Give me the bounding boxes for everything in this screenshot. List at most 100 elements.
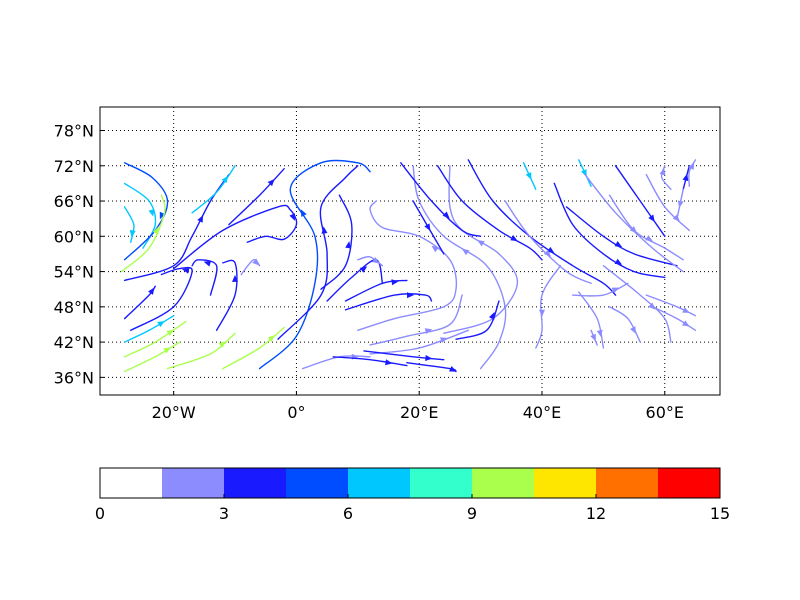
streamline-arrow [345, 241, 352, 249]
colorbar-cell [534, 468, 596, 498]
streamlines [120, 159, 697, 373]
streamline [369, 294, 463, 346]
streamline [222, 326, 285, 370]
streamline-arrow [688, 162, 695, 170]
streamline [572, 282, 629, 297]
y-tick-label: 54°N [54, 263, 94, 282]
x-tick-label: 0° [287, 403, 305, 422]
streamline-arrow [543, 249, 551, 257]
streamline-arrow [252, 258, 260, 266]
streamline-arrow [152, 226, 159, 235]
x-axis-ticks: 20°W 0° 20°E 40°E 60°E [152, 391, 684, 422]
streamline [326, 259, 384, 302]
streamline-arrow [203, 260, 212, 267]
streamline [344, 279, 408, 302]
streamline [123, 320, 187, 358]
streamline-arrow [372, 257, 380, 264]
streamline [688, 159, 697, 187]
colorbar-ticks: 0 3 6 9 12 15 [95, 494, 730, 523]
streamline-arrow [677, 200, 684, 208]
streamline-arrow [289, 213, 296, 221]
streamline-arrow [197, 215, 204, 223]
streamline [651, 306, 697, 331]
streamline-arrow [488, 312, 495, 320]
streamline [123, 315, 175, 343]
streamline-arrow [510, 235, 518, 242]
streamline-arrow [267, 335, 275, 342]
streamline [123, 341, 181, 373]
colorbar-cells [100, 468, 720, 498]
streamline [191, 165, 236, 214]
y-axis-ticks: 36°N 42°N 48°N 54°N 60°N 66°N 72°N 78°N [54, 122, 104, 387]
streamline-arrow [461, 248, 470, 256]
colorbar-cell [410, 468, 472, 498]
streamline [344, 293, 433, 311]
colorbar-cell [658, 468, 720, 498]
streamline-arrow [218, 341, 226, 348]
streamline [320, 194, 353, 290]
streamline-arrow [424, 328, 433, 334]
streamline [400, 162, 482, 237]
streamline-arrow [659, 167, 666, 176]
colorbar-tick-label: 0 [95, 504, 105, 523]
streamline [258, 159, 371, 370]
streamline-arrow [547, 246, 555, 254]
streamline [191, 259, 218, 296]
axes-frame [99, 106, 721, 396]
streamline-arrow [359, 266, 368, 273]
x-tick-label: 20°E [400, 403, 438, 422]
streamline-arrow [267, 178, 275, 187]
streamline-arrow [630, 326, 636, 334]
streamline-arrow [148, 287, 155, 295]
y-tick-label: 78°N [54, 122, 94, 141]
streamline-arrow [182, 267, 190, 274]
streamline-arrow [385, 359, 393, 366]
streamline [166, 332, 236, 370]
y-tick-label: 72°N [54, 157, 94, 176]
streamline-arrow [682, 320, 690, 327]
streamline-arrow [648, 214, 655, 222]
streamline [645, 173, 690, 232]
map-axes: 20°W 0° 20°E 40°E 60°E 36°N 42°N 48°N 54°N 60°N 6… [54, 106, 721, 422]
streamline-arrow [645, 235, 653, 242]
colorbar-tick-label: 6 [343, 504, 353, 523]
colorbar-cell [596, 468, 658, 498]
colorbar-cell [162, 468, 224, 498]
streamline-arrow [129, 229, 136, 238]
gridlines [100, 107, 720, 395]
streamline-arrow [163, 347, 171, 354]
streamline-arrow [590, 333, 596, 342]
streamline [228, 168, 285, 226]
streamline [553, 182, 666, 279]
streamline-arrow [148, 209, 155, 217]
streamline [412, 165, 507, 370]
streamline-arrow [596, 329, 603, 338]
colorbar-tick-label: 15 [710, 504, 730, 523]
colorbar-tick-label: 3 [219, 504, 229, 523]
colorbar-cell [100, 468, 162, 498]
colorbar: 0 3 6 9 12 15 [95, 467, 730, 523]
y-tick-label: 66°N [54, 192, 94, 211]
x-tick-label: 40°E [523, 403, 561, 422]
streamline-arrow [611, 287, 620, 294]
streamline-arrow [477, 240, 485, 247]
streamline-arrow [439, 337, 448, 344]
streamline-arrow [300, 209, 307, 217]
y-tick-label: 48°N [54, 298, 94, 317]
streamline [645, 294, 697, 317]
colorbar-frame [99, 467, 721, 499]
streamline [614, 165, 666, 237]
streamline-arrow [391, 279, 399, 286]
y-tick-label: 42°N [54, 333, 94, 352]
streamline-arrow [682, 173, 689, 182]
streamline-arrow [157, 320, 165, 328]
colorbar-tick-label: 9 [467, 504, 477, 523]
streamline [215, 259, 238, 331]
colorbar-cell [224, 468, 286, 498]
streamline-arrow [221, 175, 229, 184]
y-tick-label: 60°N [54, 227, 94, 246]
streamline [332, 356, 408, 367]
streamline [660, 165, 672, 190]
colorbar-cell [472, 468, 534, 498]
